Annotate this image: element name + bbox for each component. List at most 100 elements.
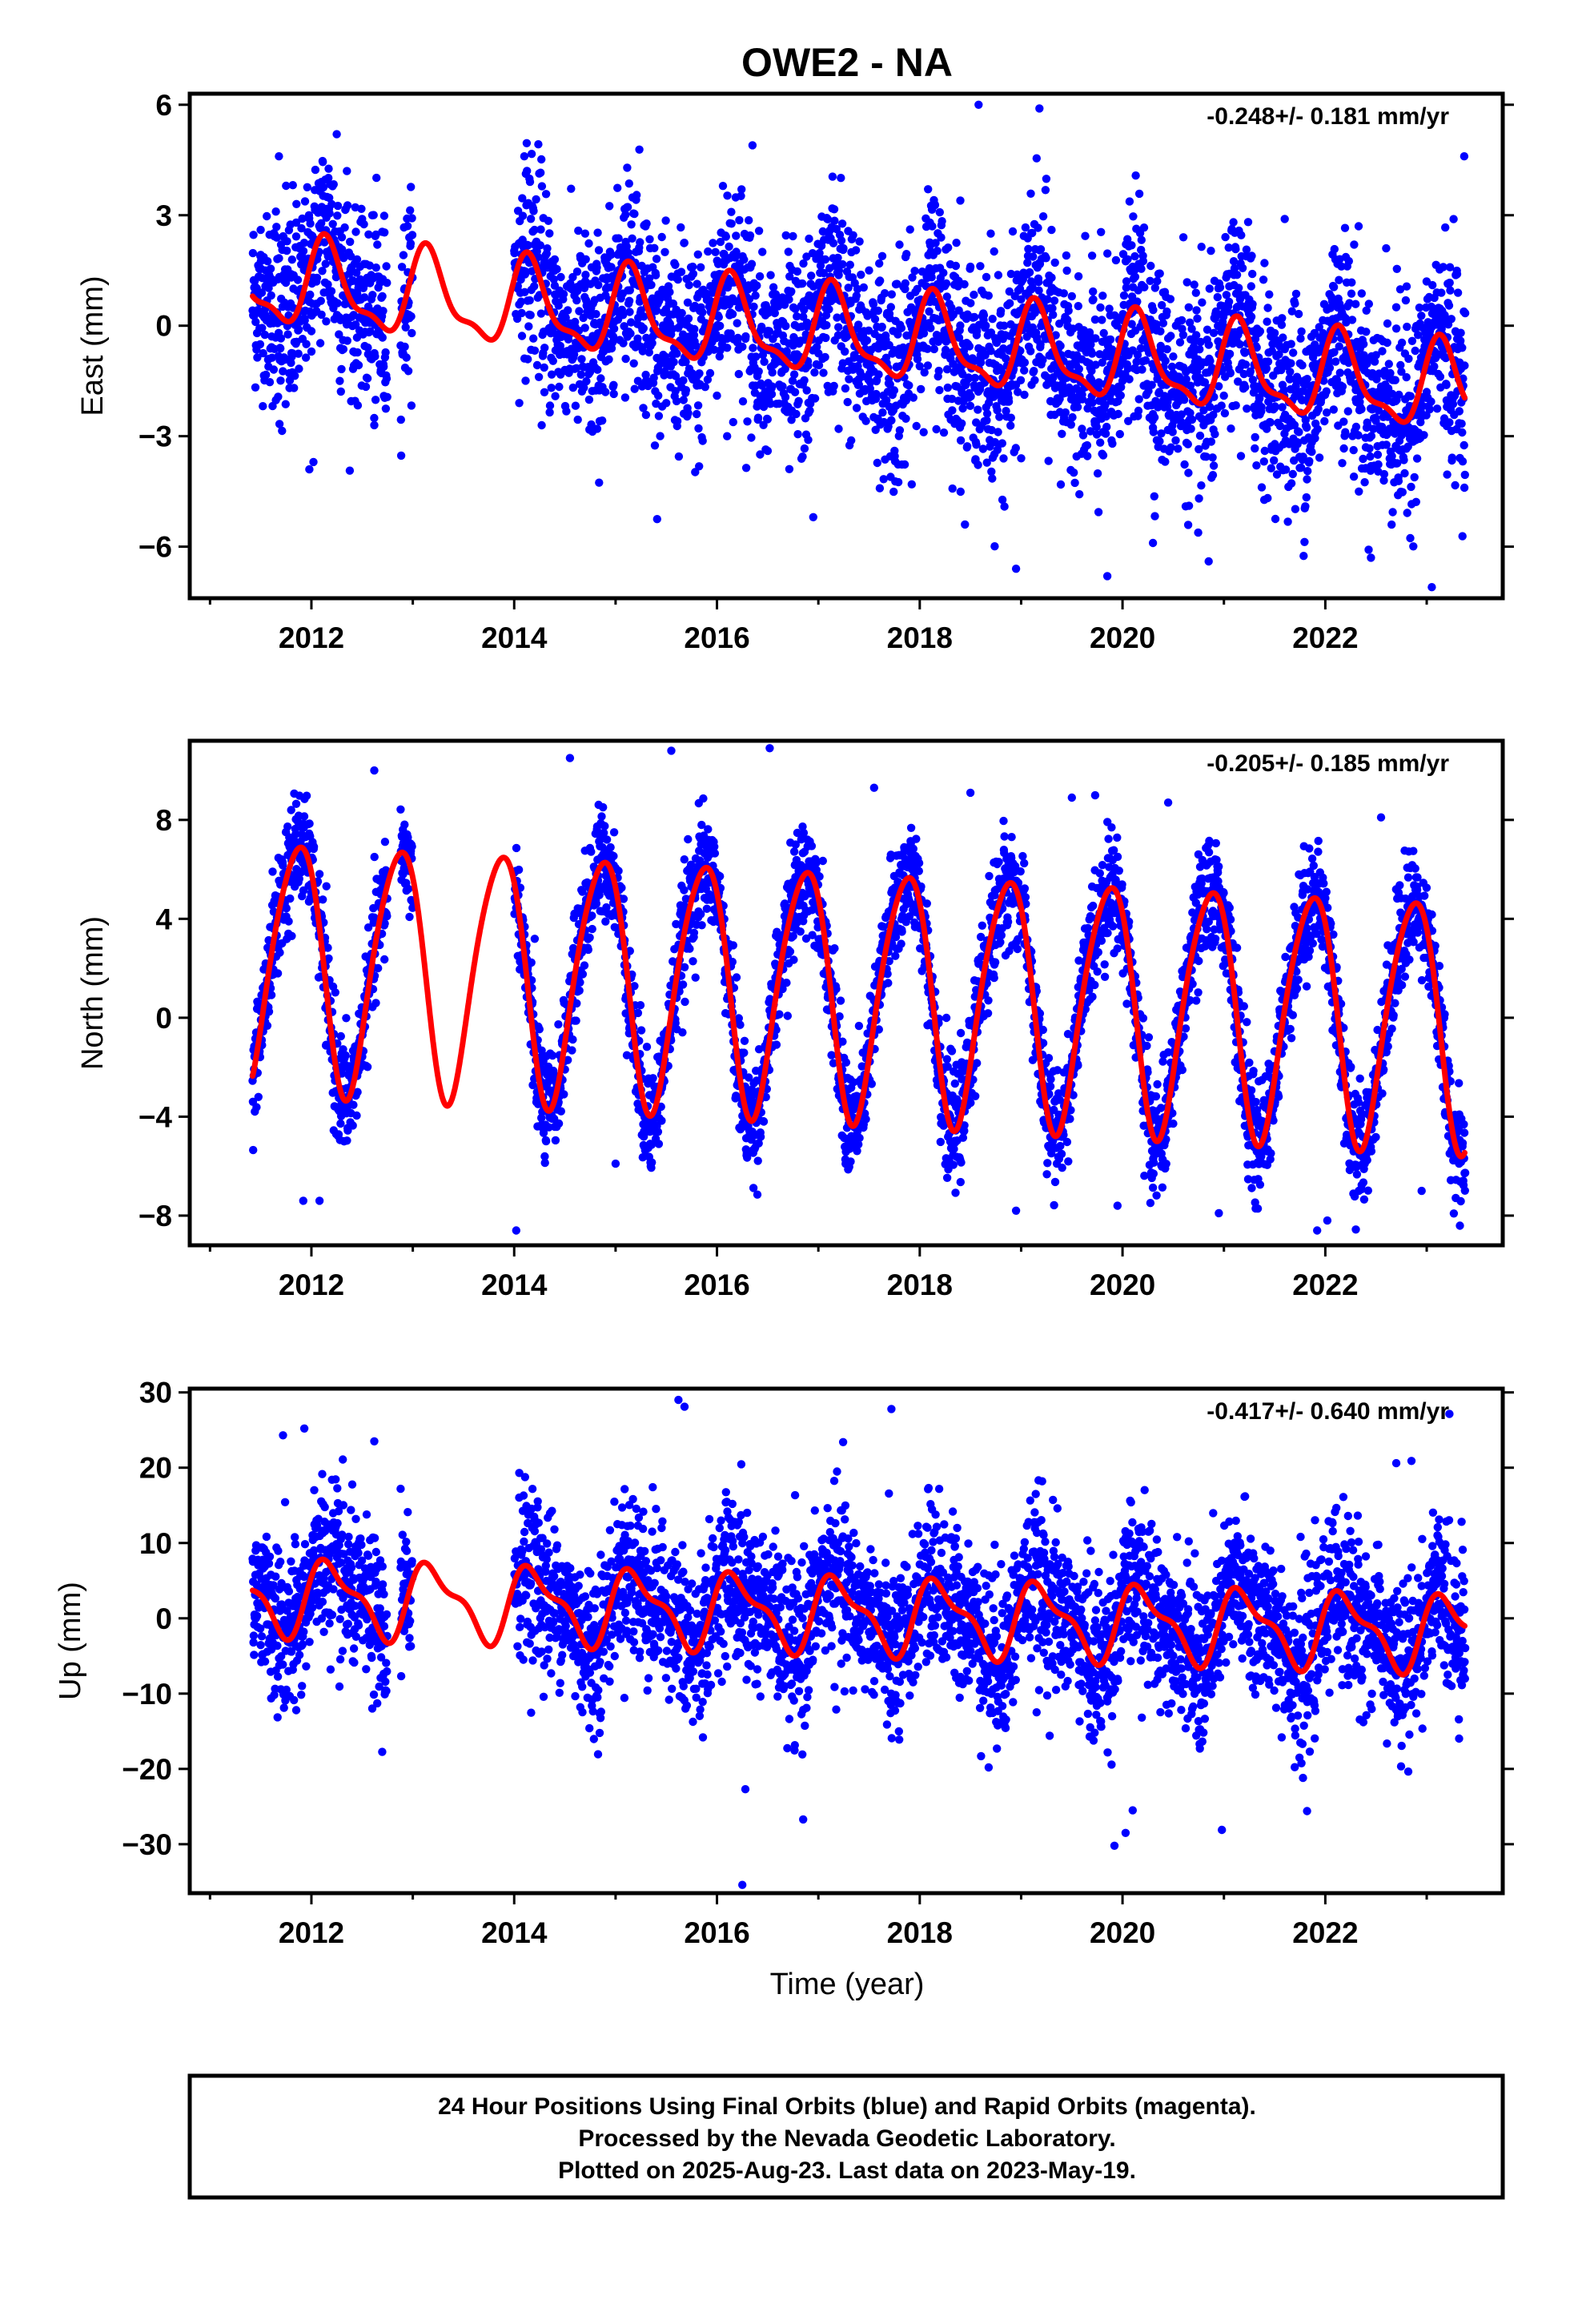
data-point xyxy=(1082,440,1092,450)
data-point xyxy=(1367,432,1376,440)
y-tick-label: 3 xyxy=(155,199,172,232)
data-point xyxy=(1106,335,1115,344)
data-point xyxy=(530,935,540,943)
data-point xyxy=(406,206,415,215)
data-point xyxy=(1137,235,1146,244)
data-point xyxy=(293,275,303,284)
data-point xyxy=(363,1063,372,1072)
data-point xyxy=(1096,303,1105,312)
data-point xyxy=(379,362,388,372)
data-point xyxy=(322,882,331,891)
data-point xyxy=(825,305,833,314)
data-point xyxy=(749,302,758,312)
data-point xyxy=(336,1119,345,1128)
data-point xyxy=(339,344,348,354)
data-point xyxy=(693,409,701,419)
data-point xyxy=(552,264,561,274)
data-point xyxy=(870,315,880,324)
data-point xyxy=(961,520,970,529)
data-point xyxy=(1243,404,1251,413)
data-point xyxy=(734,369,743,379)
data-point xyxy=(1430,362,1439,371)
data-point xyxy=(1287,359,1295,368)
data-point xyxy=(752,352,761,361)
data-point xyxy=(306,290,315,300)
data-point xyxy=(948,406,957,415)
data-point xyxy=(1281,465,1291,474)
data-point xyxy=(698,308,707,317)
data-point xyxy=(399,251,408,259)
data-point xyxy=(873,458,882,468)
data-point xyxy=(353,348,362,357)
data-point xyxy=(723,191,732,200)
data-point xyxy=(781,392,790,402)
data-point xyxy=(1361,443,1371,452)
data-point xyxy=(979,311,989,320)
data-point xyxy=(822,320,831,330)
data-point xyxy=(938,217,946,226)
data-point xyxy=(517,308,526,318)
data-point xyxy=(669,357,678,367)
data-point xyxy=(319,183,328,192)
data-point xyxy=(547,384,556,392)
data-point xyxy=(915,362,925,371)
data-point xyxy=(792,409,801,419)
data-point xyxy=(582,376,591,386)
data-point xyxy=(592,899,601,908)
data-point xyxy=(674,452,684,461)
data-point xyxy=(1162,307,1171,316)
data-point xyxy=(878,408,887,417)
data-point xyxy=(324,164,333,173)
data-point xyxy=(527,150,536,159)
data-point xyxy=(944,243,953,252)
data-point xyxy=(1247,251,1256,260)
data-point xyxy=(697,263,705,271)
data-point xyxy=(1175,338,1185,347)
data-point xyxy=(1409,542,1418,551)
data-point xyxy=(787,287,796,296)
data-point xyxy=(352,268,361,277)
data-point xyxy=(1000,502,1009,511)
data-point xyxy=(745,231,755,240)
data-point xyxy=(1311,428,1319,437)
data-point xyxy=(887,290,897,299)
data-point xyxy=(889,487,898,497)
data-point xyxy=(268,867,277,876)
data-point xyxy=(751,291,760,300)
data-point xyxy=(1129,212,1138,221)
data-point xyxy=(287,931,296,941)
data-point xyxy=(1006,413,1016,422)
data-point xyxy=(847,436,856,445)
data-point xyxy=(260,330,269,340)
data-point xyxy=(595,478,604,487)
data-point xyxy=(685,280,693,290)
data-point xyxy=(536,225,545,234)
data-point xyxy=(530,346,540,355)
data-point xyxy=(1302,423,1311,432)
data-point xyxy=(1209,328,1219,337)
data-point xyxy=(560,1090,568,1099)
data-point xyxy=(1443,470,1452,479)
data-point xyxy=(403,222,412,231)
data-point xyxy=(1407,336,1417,345)
data-point xyxy=(718,182,728,191)
data-point xyxy=(933,247,942,255)
data-point xyxy=(1270,328,1279,338)
data-point xyxy=(1367,553,1375,562)
data-point xyxy=(605,202,614,211)
data-point xyxy=(941,345,950,355)
data-point xyxy=(1383,338,1391,348)
data-point xyxy=(572,1016,580,1025)
data-point xyxy=(711,247,720,256)
data-point xyxy=(829,239,838,247)
data-point xyxy=(283,330,292,339)
data-point xyxy=(1341,314,1350,323)
data-point xyxy=(530,282,539,291)
data-point xyxy=(988,474,997,483)
data-point xyxy=(1364,545,1373,554)
data-point xyxy=(874,370,883,379)
data-point xyxy=(741,332,750,341)
data-point xyxy=(1215,283,1225,292)
data-point xyxy=(1098,292,1107,300)
data-point xyxy=(1067,292,1077,301)
